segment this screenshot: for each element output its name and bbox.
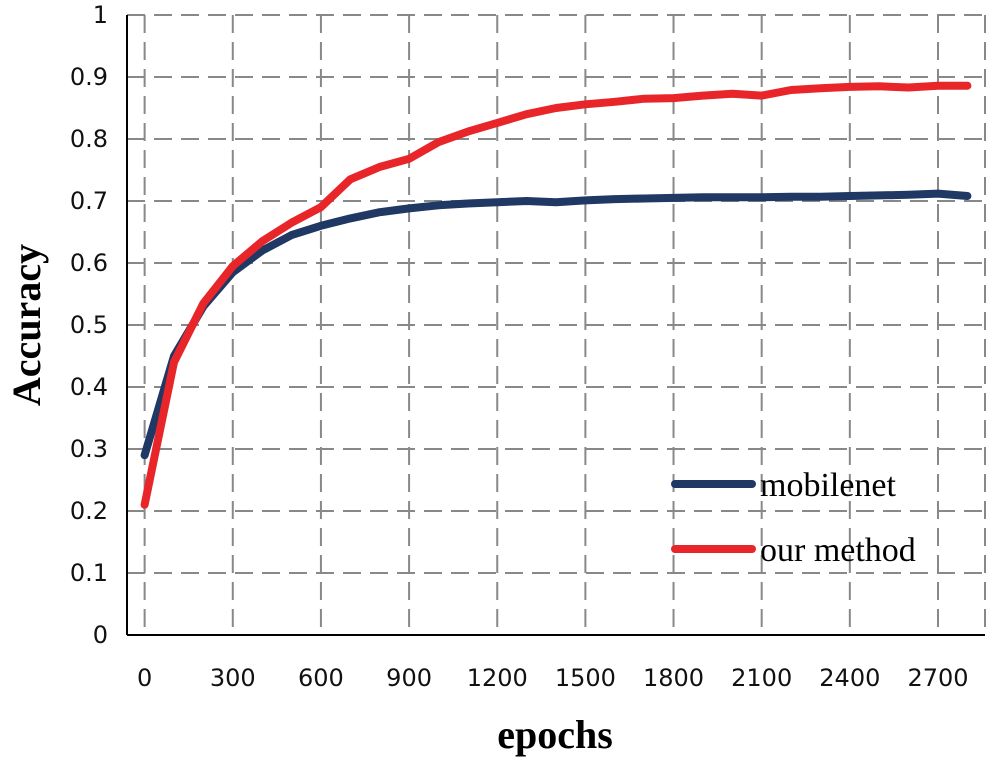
- series-line-our-method: [140, 81, 972, 509]
- y-tick-label: 0.4: [70, 373, 108, 401]
- x-tick-label: 2100: [731, 664, 792, 692]
- legend: mobilenet our method: [671, 467, 916, 569]
- y-tick-label: 0.7: [70, 187, 108, 215]
- series-line-mobilenet: [140, 189, 972, 460]
- x-tick-label: 2400: [819, 664, 880, 692]
- series-lines: [140, 81, 972, 509]
- y-tick-label: 0.5: [70, 311, 108, 339]
- y-tick-label: 0.2: [70, 497, 108, 525]
- y-tick-label: 1: [93, 1, 108, 29]
- legend-label-our-method: our method: [760, 532, 916, 569]
- x-tick-label: 900: [386, 664, 432, 692]
- x-tick-label: 1200: [467, 664, 528, 692]
- x-tick-label: 1800: [643, 664, 704, 692]
- legend-label-mobilenet: mobilenet: [760, 467, 897, 504]
- grid: [127, 14, 986, 635]
- axes: [126, 15, 985, 636]
- x-tick-label: 2700: [907, 664, 968, 692]
- x-tick-label: 1500: [555, 664, 616, 692]
- y-axis-title: Accuracy: [4, 244, 49, 406]
- x-tick-label: 0: [137, 664, 152, 692]
- y-tick-labels: 0 0.1 0.2 0.3 0.4 0.5 0.6 0.7 0.8 0.9 1: [70, 1, 108, 649]
- x-tick-label: 600: [298, 664, 344, 692]
- x-axis-title: epochs: [497, 712, 613, 757]
- y-tick-label: 0: [93, 621, 108, 649]
- y-tick-label: 0.9: [70, 63, 108, 91]
- x-tick-labels: 0 300 600 900 1200 1500 1800 2100 2400 2700: [137, 664, 969, 692]
- x-tick-label: 300: [210, 664, 256, 692]
- y-tick-label: 0.8: [70, 125, 108, 153]
- y-tick-label: 0.3: [70, 435, 108, 463]
- y-tick-label: 0.6: [70, 249, 108, 277]
- y-tick-label: 0.1: [70, 559, 108, 587]
